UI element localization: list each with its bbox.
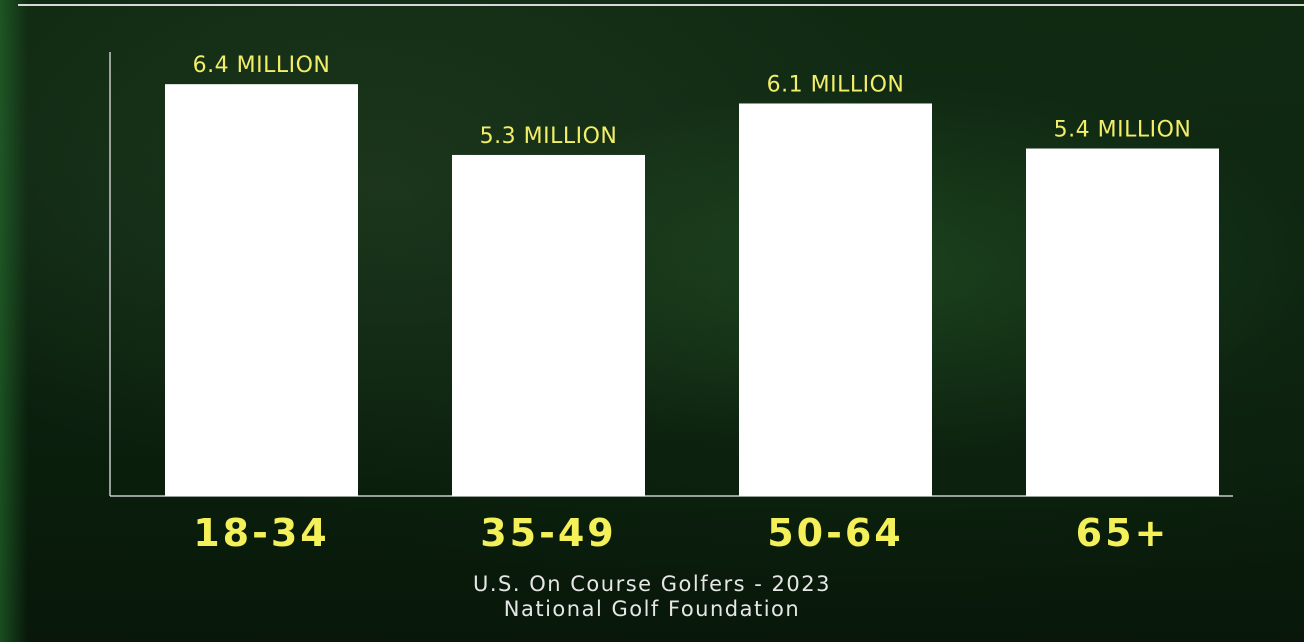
- bar-18-34: [165, 84, 358, 496]
- caption-source: National Golf Foundation: [503, 597, 801, 621]
- data-label-65+: 5.4 MILLION: [1054, 118, 1192, 143]
- caption-title: U.S. On Course Golfers - 2023: [473, 572, 831, 596]
- bars-group: 6.4 MILLION 18-34 5.3 MILLION 35-49 6.1 MILL…: [165, 53, 1219, 555]
- bar-65+: [1026, 148, 1219, 497]
- category-label-35-49: 35-49: [480, 511, 617, 555]
- bar-50-64: [739, 103, 932, 496]
- bar-35-49: [452, 154, 645, 496]
- top-border-line: [18, 4, 1304, 6]
- data-label-18-34: 6.4 MILLION: [193, 53, 331, 78]
- data-label-35-49: 5.3 MILLION: [480, 124, 618, 149]
- category-label-18-34: 18-34: [193, 511, 330, 555]
- data-label-50-64: 6.1 MILLION: [767, 72, 905, 97]
- category-label-50-64: 50-64: [767, 511, 904, 555]
- category-label-65+: 65+: [1076, 511, 1170, 555]
